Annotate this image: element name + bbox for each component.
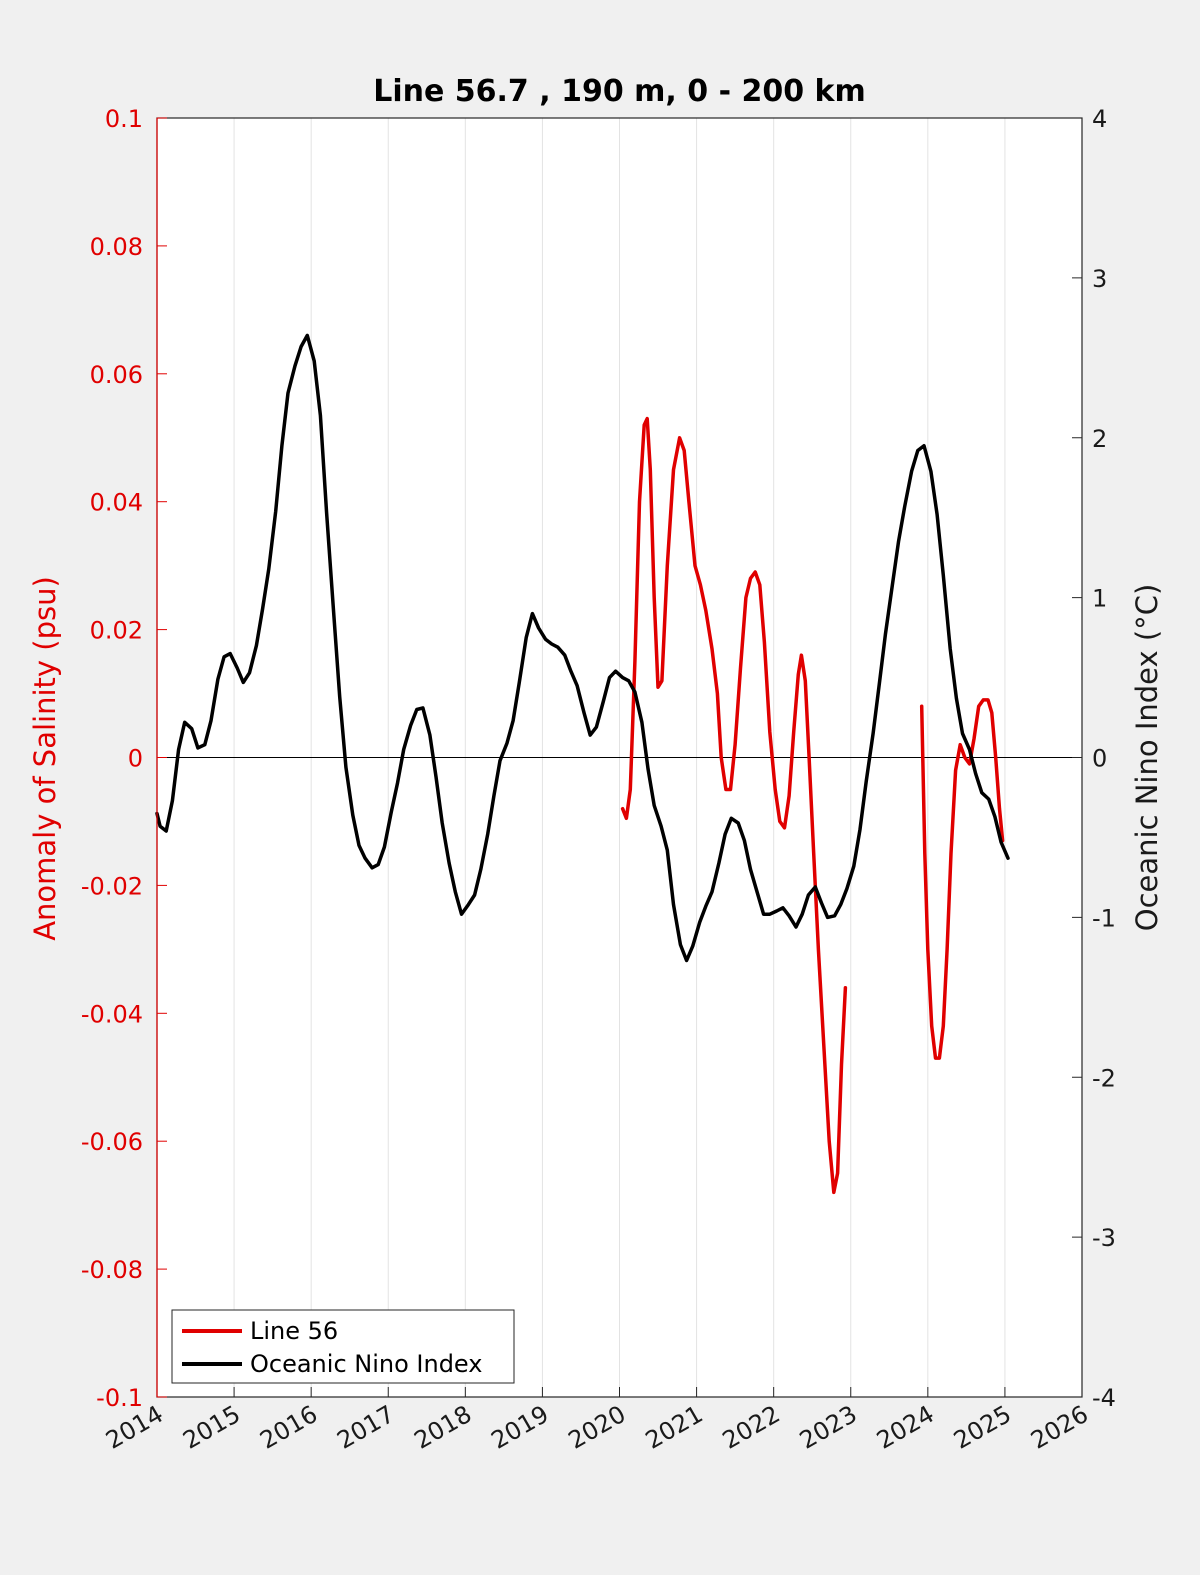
x-tick-label: 2023 xyxy=(795,1400,862,1455)
y-right-tick-label: 3 xyxy=(1092,265,1107,293)
y-axis-left-label: Anomaly of Salinity (psu) xyxy=(28,576,62,941)
y-axis-right-label: Oceanic Nino Index (°C) xyxy=(1130,584,1164,932)
x-tick-label: 2017 xyxy=(332,1400,399,1455)
y-left-tick-label: 0.1 xyxy=(105,105,143,133)
y-right-tick-label: 4 xyxy=(1092,105,1107,133)
y-left-tick-label: 0.02 xyxy=(90,617,143,645)
y-left-tick-label: -0.1 xyxy=(96,1384,143,1412)
axis-ticks: 2 0 1 4 2015 2016 2017 2018 2019 2020 2021 2022 2023… xyxy=(81,105,1116,1455)
y-left-tick-label: -0.08 xyxy=(81,1256,143,1284)
series-line-oni-segment-0 xyxy=(155,333,1010,963)
x-tick-label: 2025 xyxy=(949,1400,1016,1455)
legend: Line 56 Oceanic Nino Index xyxy=(171,1309,515,1384)
x-tick-label: 2016 xyxy=(255,1400,322,1455)
y-left-tick-label: 0 xyxy=(128,745,143,773)
x-tick-label: 2021 xyxy=(641,1400,708,1455)
y-left-tick-label: -0.06 xyxy=(81,1128,143,1156)
x-tick-label: 2024 xyxy=(872,1400,939,1455)
chart-title: Line 56.7 , 190 m, 0 - 200 km xyxy=(373,74,866,109)
x-tick-label: 2018 xyxy=(409,1400,476,1455)
y-left-tick-label: -0.02 xyxy=(81,872,143,900)
y-right-tick-label: -2 xyxy=(1092,1064,1116,1092)
series-group xyxy=(155,333,1010,1195)
y-right-tick-label: 0 xyxy=(1092,745,1107,773)
legend-box xyxy=(171,1309,515,1384)
legend-label-oni: Oceanic Nino Index xyxy=(250,1350,482,1378)
x-tick-label: 2015 xyxy=(178,1400,245,1455)
y-right-tick-label: -1 xyxy=(1092,904,1116,932)
y-left-tick-label: 0.04 xyxy=(90,489,143,517)
y-left-tick-label: 0.06 xyxy=(90,361,143,389)
x-tick-label: 2020 xyxy=(564,1400,631,1455)
y-right-tick-label: -3 xyxy=(1092,1224,1116,1252)
x-tick-label: 2022 xyxy=(718,1400,785,1455)
x-tick-label: 2019 xyxy=(487,1400,554,1455)
legend-label-line-56: Line 56 xyxy=(250,1317,338,1345)
y-right-tick-label: -4 xyxy=(1092,1384,1116,1412)
series-line-line-56-segment-0 xyxy=(620,416,848,1195)
y-left-tick-label: -0.04 xyxy=(81,1000,143,1028)
y-right-tick-label: 1 xyxy=(1092,585,1107,613)
x-tick-label: 2026 xyxy=(1026,1400,1093,1455)
y-right-tick-label: 2 xyxy=(1092,425,1107,453)
y-left-tick-label: 0.08 xyxy=(90,233,143,261)
series-line-line-56-segment-1 xyxy=(919,698,1005,1060)
